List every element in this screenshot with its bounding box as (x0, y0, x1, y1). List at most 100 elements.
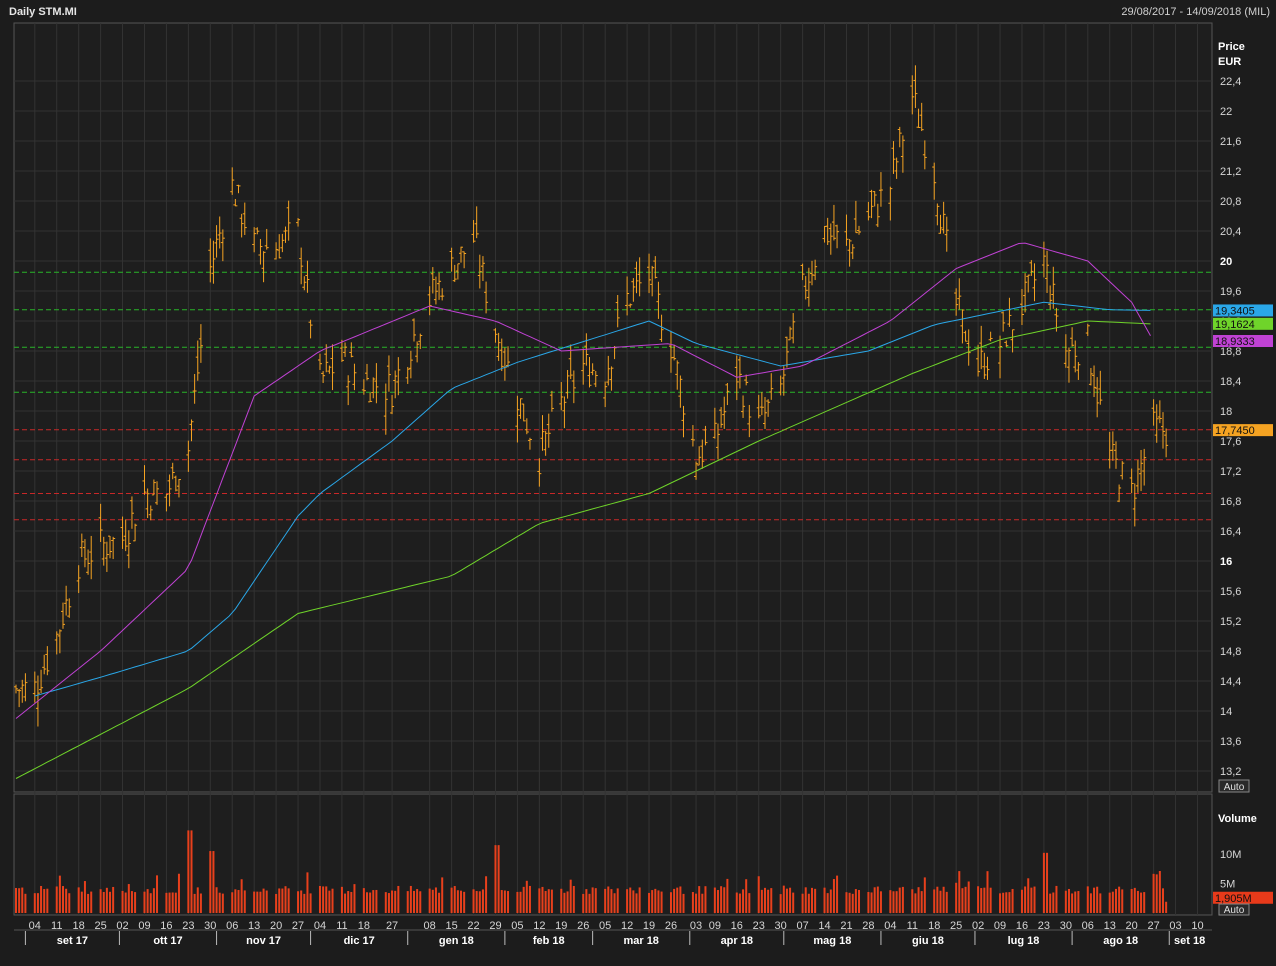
day-tick-label: 04 (29, 920, 41, 932)
volume-bar (1030, 887, 1033, 913)
volume-bar (21, 887, 24, 913)
volume-bar (1077, 891, 1080, 913)
ohlc-bar (76, 565, 81, 594)
ohlc-bar (499, 338, 504, 372)
price-panel[interactable] (13, 22, 1213, 793)
volume-bar (1005, 892, 1008, 913)
volume-bar (416, 889, 419, 913)
day-tick-label: 13 (1104, 920, 1116, 932)
month-label: nov 17 (246, 935, 281, 947)
volume-bar (256, 891, 259, 913)
volume-bar (1074, 891, 1077, 913)
ohlc-bar (283, 226, 288, 243)
volume-bar (961, 888, 964, 913)
volume-bar (259, 891, 262, 913)
volume-bar (989, 887, 992, 913)
volume-bar (604, 888, 607, 913)
volume-bar (1130, 888, 1133, 913)
price-tick-label: 15,6 (1220, 586, 1241, 598)
volume-bar (369, 892, 372, 913)
volume-bar (77, 887, 80, 913)
ohlc-bar (430, 267, 435, 294)
ohlc-bar (875, 203, 880, 228)
ohlc-bar (935, 203, 940, 226)
price-tick-label: 22 (1220, 106, 1232, 118)
ohlc-bar (123, 519, 128, 552)
ohlc-bar (1110, 431, 1115, 461)
ohlc-bar (330, 344, 335, 391)
day-tick-label: 20 (1126, 920, 1138, 932)
volume-bar (713, 887, 716, 913)
volume-bar (365, 892, 368, 913)
day-tick-label: 19 (643, 920, 655, 932)
ohlc-bar (111, 536, 116, 560)
month-label: ago 18 (1103, 935, 1138, 947)
volume-bar (648, 892, 651, 913)
volume-bar (716, 890, 719, 913)
volume-bar (1071, 893, 1074, 913)
volume-bar (83, 881, 86, 913)
volume-bar (215, 887, 218, 913)
volume-bar (80, 891, 83, 913)
price-auto-button[interactable]: Auto (1218, 779, 1250, 793)
volume-bar (955, 882, 958, 913)
volume-bar (152, 888, 155, 913)
volume-bar (873, 887, 876, 913)
day-tick-label: 25 (950, 920, 962, 932)
volume-bar (879, 891, 882, 913)
ohlc-bar (722, 396, 727, 429)
day-tick-label: 18 (73, 920, 85, 932)
volume-bar (340, 886, 343, 913)
svg-text:19,3405: 19,3405 (1215, 305, 1255, 317)
ohlc-bar (1151, 399, 1156, 426)
month-label: lug 18 (1008, 935, 1040, 947)
ohlc-bar (1073, 340, 1078, 373)
ohlc-bar (86, 549, 91, 575)
price-tick-label: 19,6 (1220, 286, 1241, 298)
ohlc-bar (515, 395, 520, 443)
day-tick-label: 11 (51, 920, 62, 932)
volume-bar (867, 891, 870, 913)
volume-bar (1155, 874, 1158, 913)
volume-auto-button[interactable]: Auto (1218, 903, 1250, 916)
volume-bar (638, 887, 641, 913)
volume-bar (306, 872, 309, 913)
price-tick-label: 20 (1220, 256, 1232, 268)
volume-bar (297, 891, 300, 913)
volume-tick-label: 10M (1220, 849, 1241, 861)
price-tick-label: 18,4 (1220, 376, 1241, 388)
day-tick-label: 29 (489, 920, 501, 932)
volume-bar (720, 886, 723, 913)
ohlc-bar (390, 394, 395, 415)
volume-bars (15, 830, 1168, 913)
volume-bar (629, 887, 632, 913)
volume-bar (177, 873, 180, 913)
volume-bar (218, 892, 221, 913)
ohlc-bar (697, 446, 702, 466)
ohlc-bar (847, 239, 852, 267)
volume-bar (829, 889, 832, 913)
volume-bar (757, 876, 760, 913)
month-label: set 17 (57, 935, 88, 947)
volume-bar (309, 893, 312, 913)
ohlc-bar (192, 374, 197, 404)
volume-bar (525, 880, 528, 913)
ohlc-bar (449, 247, 454, 272)
volume-bar (1136, 890, 1139, 913)
ohlc-bar (1001, 311, 1006, 332)
volume-bar (889, 890, 892, 913)
volume-bar (848, 892, 851, 913)
volume-bar (676, 887, 679, 913)
volume-bar (171, 892, 174, 913)
ohlc-bar (61, 602, 66, 629)
volume-bar (409, 885, 412, 913)
ohlc-bar (252, 227, 257, 253)
volume-bar (782, 885, 785, 913)
volume-bar (1067, 888, 1070, 913)
day-tick-label: 09 (994, 920, 1006, 932)
ohlc-bar (1135, 460, 1140, 493)
svg-text:18,9333: 18,9333 (1215, 336, 1255, 348)
ohlc-bar (957, 278, 962, 310)
ohlc-bar (562, 396, 567, 429)
day-tick-label: 06 (1082, 920, 1094, 932)
